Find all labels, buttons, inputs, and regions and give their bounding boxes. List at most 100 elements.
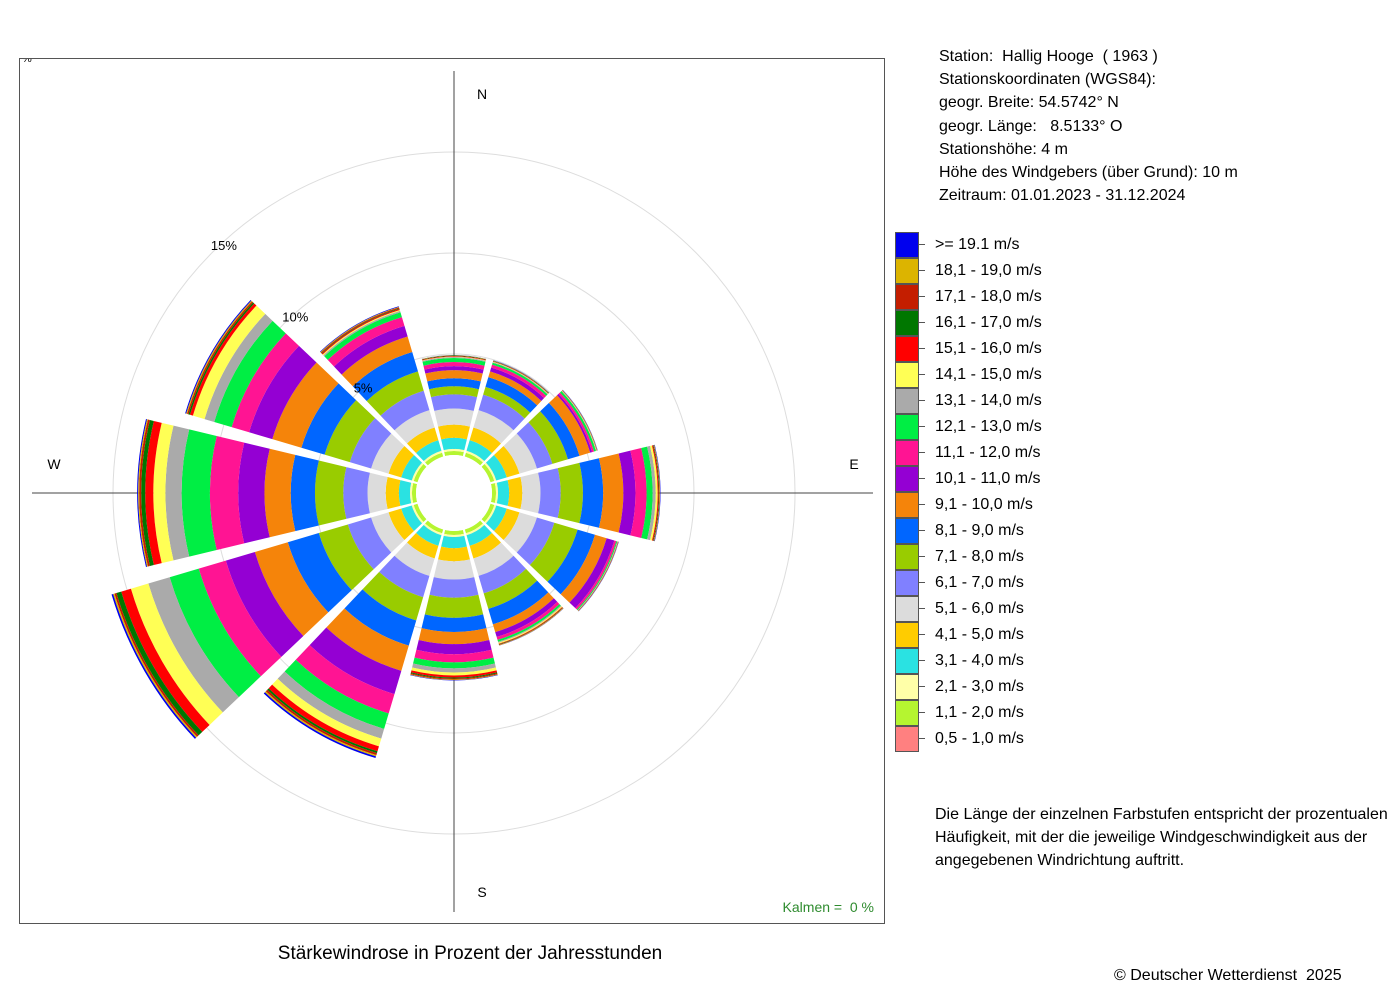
wedge-sse-speed-12 (497, 604, 561, 642)
wedge-sse-speed-11 (496, 601, 560, 640)
wedge-w-speed-19 (137, 419, 147, 567)
wedge-n-speed-4 (438, 424, 470, 440)
wedge-ssw-speed-7 (362, 571, 424, 621)
wedge-w-speed-3 (398, 480, 412, 506)
wedge-s-speed-4 (438, 546, 470, 562)
wedge-ene-speed-11 (558, 392, 595, 453)
legend-tick (919, 400, 925, 401)
wedge-wsw-speed-11 (198, 560, 282, 677)
wedge-e-speed-10 (618, 450, 636, 536)
wedge-nne-speed-8 (485, 377, 538, 413)
wedge-n-speed-16 (421, 355, 487, 360)
wedge-ene-speed-9 (548, 395, 591, 456)
legend-tick (919, 504, 925, 505)
wedge-ssw-speed-13 (277, 671, 385, 739)
wedge-n-speed-5 (434, 408, 474, 427)
wedge-ene-speed-10 (557, 393, 593, 453)
legend-swatch (895, 258, 919, 284)
wedge-e-speed-16 (652, 445, 660, 541)
wedge-ssw-speed-1 (425, 520, 444, 534)
wedge-n-speed-19 (421, 355, 487, 360)
wedge-w-speed-5 (367, 472, 388, 514)
wedge-nne-speed-11 (491, 364, 547, 399)
wedge-e-speed-13 (647, 445, 656, 541)
wedge-e-speed-3 (496, 480, 510, 506)
wedge-ese-speed-5 (503, 512, 537, 553)
wedge-s-speed-10 (416, 639, 492, 655)
wedge-ese-speed-2 (484, 504, 497, 524)
wedge-nne-speed-12 (492, 362, 548, 396)
legend-tick (919, 478, 925, 479)
wedge-nnw-speed-5 (394, 410, 435, 444)
legend-tick (919, 582, 925, 583)
legend-label: 9,1 - 10,0 m/s (935, 496, 1033, 513)
legend-swatch (895, 492, 919, 518)
wedge-wsw-speed-9 (254, 542, 329, 636)
wedge-wnw-speed-7 (324, 400, 376, 463)
wedge-ssw-speed-6 (379, 555, 430, 598)
wedge-w-speed-16 (141, 419, 154, 567)
wedge-wsw-speed-5 (371, 512, 405, 553)
legend-label: 4,1 - 5,0 m/s (935, 626, 1024, 643)
wedge-w-speed-7 (315, 460, 347, 526)
wedge-n-speed-15 (422, 356, 486, 361)
wedge-s-speed-8 (421, 614, 487, 632)
wedge-w-speed-6 (343, 467, 370, 519)
legend-label: 18,1 - 19,0 m/s (935, 262, 1042, 279)
explanation-line-1: Die Länge der einzelnen Farbstufen entsp… (935, 806, 1388, 823)
wedge-s-speed-15 (410, 670, 498, 678)
wedge-w-speed-11 (209, 436, 245, 550)
legend-swatch (895, 414, 919, 440)
wedge-ssw-speed-5 (394, 542, 435, 576)
legend-label: >= 19.1 m/s (935, 236, 1020, 253)
legend-label: 0,5 - 1,0 m/s (935, 730, 1024, 747)
wedge-s-speed-3 (441, 535, 467, 549)
wedge-s-speed-5 (433, 559, 475, 580)
wedge-w-speed-13 (165, 425, 190, 561)
wedge-wnw-speed-5 (371, 433, 405, 474)
legend-swatch (895, 622, 919, 648)
compass-label-north: N (477, 86, 487, 102)
wind-rose-svg: 5% 10% 15% N E S W (32, 71, 873, 912)
wedge-e-speed-8 (579, 458, 604, 528)
legend-tick (919, 374, 925, 375)
wedge-nnw-speed-3 (416, 440, 442, 462)
wedge-ese-speed-3 (485, 505, 507, 531)
wedge-nnw-speed-2 (423, 450, 443, 463)
wedge-ene-speed-2 (484, 462, 497, 482)
wedge-ssw-speed-9 (326, 608, 409, 671)
legend-label: 13,1 - 14,0 m/s (935, 392, 1042, 409)
wedge-e-speed-11 (630, 448, 647, 538)
wedge-e-speed-17 (653, 444, 660, 542)
wedge-ese-speed-8 (547, 529, 596, 595)
wedge-sse-speed-7 (483, 568, 538, 609)
wedge-ssw-speed-3 (416, 524, 442, 546)
legend-label: 10,1 - 11,0 m/s (935, 470, 1041, 487)
wedge-nnw-speed-1 (425, 452, 444, 466)
legend-tick (919, 556, 925, 557)
explanation-line-2: Häufigkeit, mit der die jeweilige Windge… (935, 829, 1368, 847)
wedge-w-speed-17 (139, 419, 150, 567)
wedge-s-speed-1 (444, 529, 464, 536)
wedge-ese-speed-6 (516, 517, 555, 566)
wedge-nne-speed-6 (478, 394, 525, 431)
legend-tick (919, 452, 925, 453)
wedge-ene-speed-1 (481, 464, 495, 483)
wedge-w-speed-8 (290, 454, 319, 532)
wedge-ese-speed-1 (481, 503, 495, 522)
wedge-nne-speed-9 (488, 371, 542, 406)
wedge-e-speed-7 (557, 462, 583, 524)
legend-swatch (895, 674, 919, 700)
anemometer-height: Höhe des Windgebers (über Grund): 10 m (939, 164, 1238, 182)
wedge-nne-speed-3 (466, 440, 492, 462)
wedge-nne-speed-2 (465, 450, 485, 463)
wedge-ene-speed-12 (559, 391, 596, 452)
wedge-nne-speed-10 (490, 367, 545, 401)
calms-value: = 0 % (833, 899, 874, 915)
legend-label: 11,1 - 12,0 m/s (935, 444, 1041, 461)
wedge-nnw-speed-10 (333, 325, 408, 375)
wedge-n-speed-14 (422, 356, 486, 361)
wedge-wsw-speed-13 (148, 577, 239, 713)
wedge-nne-speed-5 (473, 410, 514, 444)
legend-swatch (895, 596, 919, 622)
